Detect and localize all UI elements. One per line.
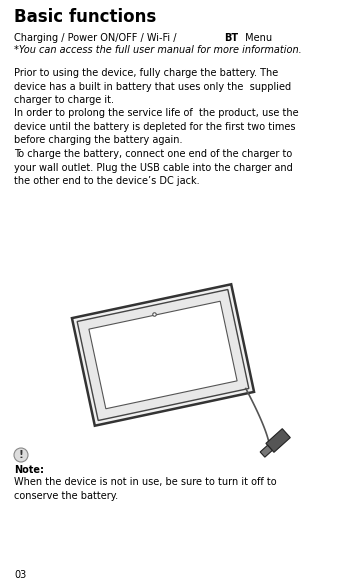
- Text: *You can access the full user manual for more information.: *You can access the full user manual for…: [14, 45, 302, 55]
- Text: Menu: Menu: [242, 33, 272, 43]
- Text: Note:: Note:: [14, 465, 44, 475]
- Text: !: !: [18, 450, 23, 461]
- Polygon shape: [89, 301, 237, 409]
- Polygon shape: [77, 289, 249, 421]
- Polygon shape: [72, 284, 254, 426]
- Circle shape: [14, 448, 28, 462]
- Polygon shape: [266, 429, 290, 453]
- Text: In order to prolong the service life of  the product, use the
device until the b: In order to prolong the service life of …: [14, 108, 299, 145]
- Text: Basic functions: Basic functions: [14, 8, 156, 26]
- Text: 03: 03: [14, 570, 26, 580]
- Text: BT: BT: [224, 33, 238, 43]
- Text: Prior to using the device, fully charge the battery. The
device has a built in b: Prior to using the device, fully charge …: [14, 68, 291, 105]
- Text: To charge the battery, connect one end of the charger to
your wall outlet. Plug : To charge the battery, connect one end o…: [14, 149, 293, 186]
- Text: When the device is not in use, be sure to turn it off to
conserve the battery.: When the device is not in use, be sure t…: [14, 477, 277, 501]
- Text: Charging / Power ON/OFF / Wi-Fi /: Charging / Power ON/OFF / Wi-Fi /: [14, 33, 177, 43]
- Polygon shape: [260, 445, 272, 457]
